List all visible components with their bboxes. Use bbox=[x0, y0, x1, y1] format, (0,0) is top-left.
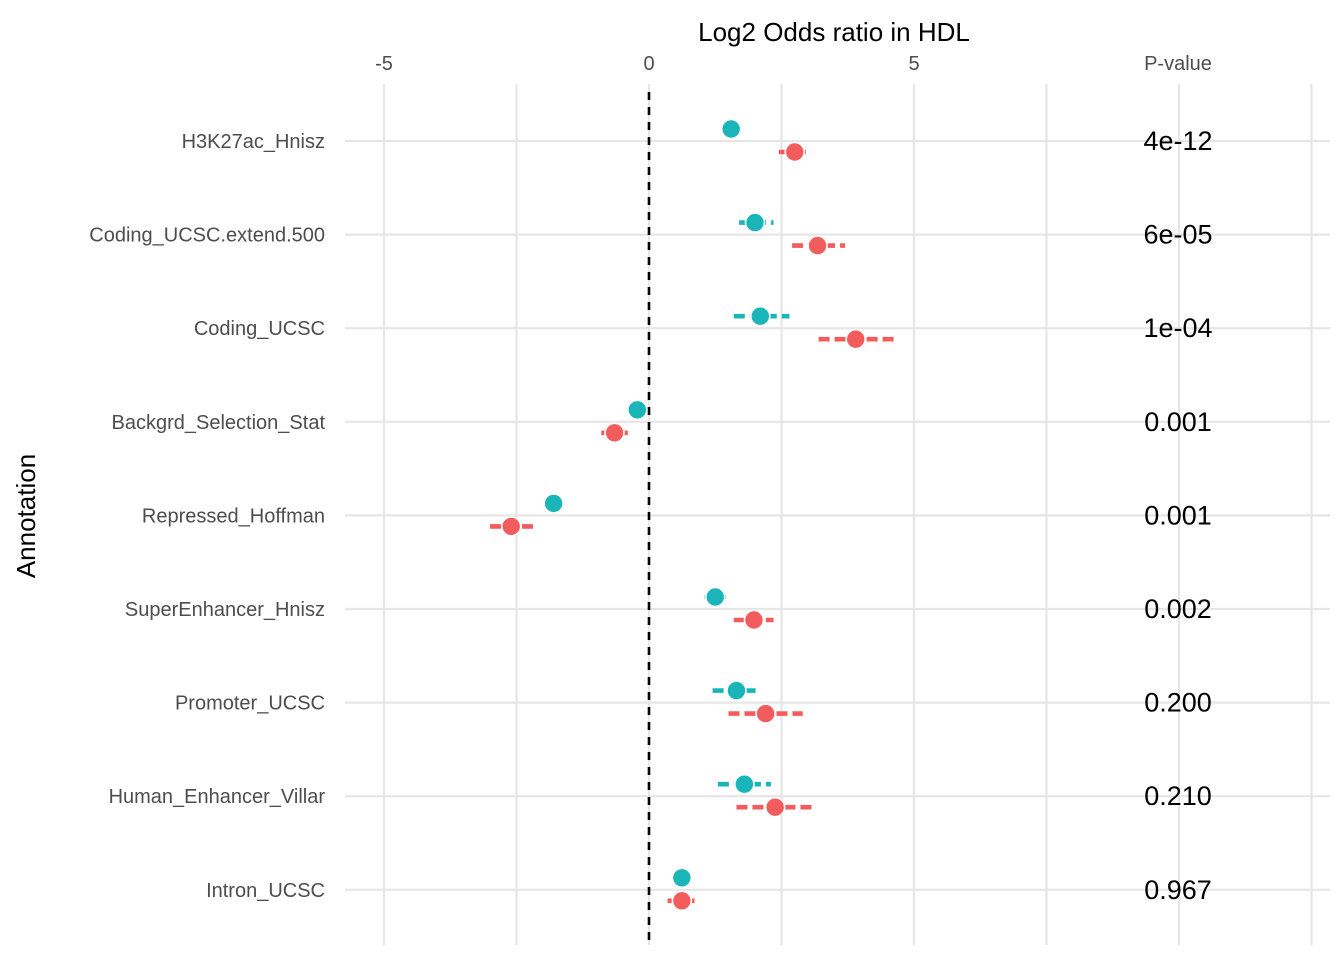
estimate-point bbox=[500, 516, 522, 537]
pvalue-label: 0.967 bbox=[1144, 875, 1212, 905]
annotation-label: Backgrd_Selection_Stat bbox=[112, 412, 326, 434]
estimate-point bbox=[764, 796, 786, 818]
pvalue-column-header: P-value bbox=[1144, 53, 1212, 75]
y-axis-title: Annotation bbox=[11, 454, 41, 578]
estimate-point bbox=[807, 235, 828, 256]
estimate-point bbox=[744, 212, 766, 233]
annotation-label: SuperEnhancer_Hnisz bbox=[125, 599, 325, 621]
pvalue-label: 0.210 bbox=[1144, 781, 1212, 811]
estimate-point bbox=[749, 305, 771, 327]
confidence-intervals bbox=[490, 149, 896, 904]
annotation-label: Promoter_UCSC bbox=[175, 693, 325, 715]
estimate-point bbox=[734, 773, 755, 795]
annotation-label: Coding_UCSC bbox=[194, 318, 325, 340]
x-axis-title: Log2 Odds ratio in HDL bbox=[698, 17, 970, 47]
pvalue-label: 0.002 bbox=[1144, 594, 1212, 624]
pvalue-label: 6e-05 bbox=[1143, 220, 1212, 250]
estimate-point bbox=[604, 422, 625, 444]
pvalue-labels: 4e-12 6e-05 1e-04 0.001 0.001 0.002 0.200 0.210… bbox=[1143, 126, 1212, 905]
estimate-point bbox=[845, 328, 867, 350]
x-tick-label: 5 bbox=[908, 53, 919, 75]
estimate-point bbox=[726, 680, 747, 701]
x-axis-tick-labels: -5 0 5 bbox=[375, 53, 919, 75]
annotation-labels: H3K27ac_Hnisz Coding_UCSC.extend.500 Codin… bbox=[89, 131, 325, 902]
pvalue-label: 0.001 bbox=[1144, 407, 1212, 437]
estimate-point bbox=[671, 867, 693, 889]
pvalue-label: 0.200 bbox=[1144, 688, 1212, 718]
x-tick-label: -5 bbox=[375, 53, 393, 75]
annotation-label: Coding_UCSC.extend.500 bbox=[89, 225, 325, 247]
pvalue-label: 1e-04 bbox=[1143, 313, 1212, 343]
estimate-point bbox=[784, 141, 806, 163]
annotation-label: Repressed_Hoffman bbox=[142, 505, 325, 527]
horizontal-gridlines bbox=[345, 139, 1330, 891]
estimate-point bbox=[543, 493, 564, 514]
estimate-point bbox=[743, 609, 765, 631]
estimate-point bbox=[671, 890, 693, 912]
annotation-label: Intron_UCSC bbox=[206, 880, 325, 902]
estimate-point bbox=[704, 586, 726, 608]
pvalue-label: 0.001 bbox=[1144, 500, 1212, 530]
x-tick-label: 0 bbox=[643, 53, 654, 75]
annotation-label: H3K27ac_Hnisz bbox=[182, 131, 325, 153]
estimate-point bbox=[755, 703, 776, 724]
estimate-point bbox=[627, 399, 648, 421]
pvalue-label: 4e-12 bbox=[1143, 126, 1212, 156]
point-estimates bbox=[500, 118, 867, 912]
estimate-point bbox=[720, 118, 742, 140]
annotation-label: Human_Enhancer_Villar bbox=[109, 786, 326, 808]
